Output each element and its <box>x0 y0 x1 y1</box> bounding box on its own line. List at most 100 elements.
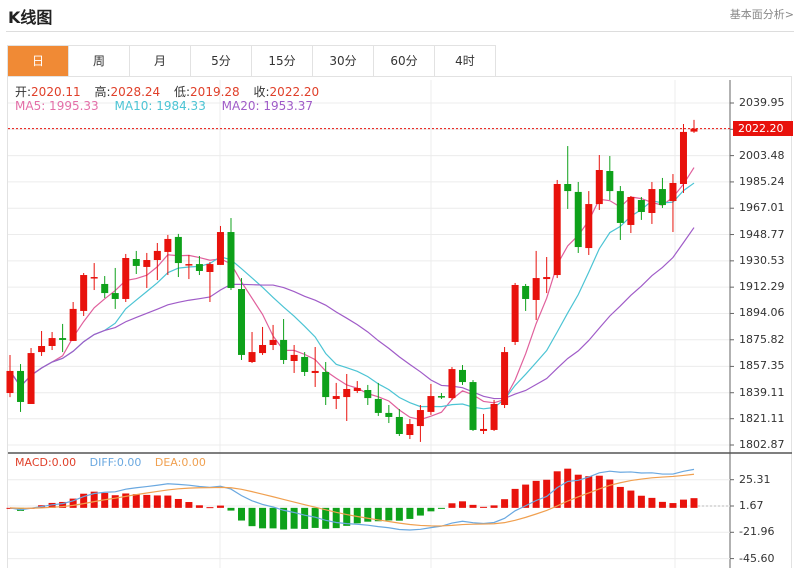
macd-bar <box>238 507 246 521</box>
candle-body <box>69 308 77 341</box>
macd-bar <box>637 495 645 508</box>
candle <box>364 384 372 405</box>
price-axis-label: 1839.11 <box>739 385 785 399</box>
candle-body <box>111 293 119 299</box>
macd-bar <box>164 495 172 508</box>
candle <box>195 255 203 276</box>
candle-body <box>374 398 382 413</box>
macd-axis-label: 1.67 <box>739 499 764 512</box>
candle-body <box>543 277 551 280</box>
candle-body <box>269 339 277 345</box>
candle-body <box>669 182 677 202</box>
candle <box>6 354 14 398</box>
price-axis-label: 1857.35 <box>739 359 785 373</box>
tab-30min[interactable]: 30分 <box>313 46 374 76</box>
macd-bar <box>259 507 267 529</box>
candle <box>490 399 498 431</box>
candle <box>164 234 172 276</box>
candle <box>17 364 25 412</box>
ma-readout: MA5: 1995.33 MA10: 1984.33 MA20: 1953.37 <box>15 99 313 113</box>
fundamental-analysis-link[interactable]: 基本面分析> <box>729 8 794 21</box>
candle <box>122 253 130 302</box>
candle-body <box>280 339 288 360</box>
ma10-value: MA10: 1984.33 <box>114 99 206 113</box>
macd-bar <box>301 507 309 529</box>
candle <box>48 332 56 351</box>
candle <box>343 373 351 422</box>
macd-bar <box>280 507 288 530</box>
price-axis-label: 1985.24 <box>739 174 785 188</box>
macd-bar <box>490 505 498 508</box>
candle <box>679 123 687 193</box>
candle-body <box>490 403 498 430</box>
candle-body <box>564 183 572 192</box>
candle-body <box>153 250 161 261</box>
ohlc-readout: 开:2020.11 高:2028.24 低:2019.28 收:2022.20 <box>15 83 329 100</box>
diff-value: DIFF:0.00 <box>89 456 142 469</box>
ma5-value: MA5: 1995.33 <box>15 99 99 113</box>
candle-body <box>606 171 614 192</box>
candle-body <box>48 338 56 346</box>
price-axis-label: 1912.29 <box>739 280 785 294</box>
candles <box>6 119 698 442</box>
macd-bar <box>90 491 98 508</box>
macd-bar <box>332 507 340 529</box>
tab-week[interactable]: 周 <box>69 46 130 76</box>
macd-bar <box>59 501 67 508</box>
candle <box>353 381 361 394</box>
candle-body <box>143 260 151 267</box>
macd-bar <box>616 486 624 508</box>
candle-body <box>80 275 88 311</box>
candle <box>111 267 119 309</box>
candle-body <box>480 428 488 431</box>
candle-body <box>427 396 435 412</box>
candle <box>227 218 235 291</box>
candle-body <box>469 382 477 430</box>
macd-bar <box>269 507 277 529</box>
candle <box>574 181 582 253</box>
macd-bar <box>522 484 530 508</box>
macd-bar <box>374 507 382 522</box>
macd-bar <box>627 490 635 508</box>
macd-bar <box>469 504 477 508</box>
candle-body <box>343 388 351 398</box>
tab-60min[interactable]: 60分 <box>374 46 435 76</box>
diff-line <box>9 468 695 531</box>
candle-body <box>238 289 246 355</box>
candle <box>38 330 46 356</box>
candle <box>259 326 267 355</box>
candle <box>374 382 382 416</box>
candle <box>290 344 298 373</box>
tab-4hour[interactable]: 4时 <box>435 46 496 76</box>
candle-body <box>595 170 603 205</box>
candle <box>690 119 698 133</box>
price-axis-label: 2003.48 <box>739 148 785 162</box>
candle-body <box>101 283 109 294</box>
divider <box>6 31 794 32</box>
candle-body <box>290 354 298 362</box>
tab-month[interactable]: 月 <box>130 46 191 76</box>
tab-5min[interactable]: 5分 <box>191 46 252 76</box>
macd-bar <box>111 495 119 508</box>
candle <box>216 225 224 265</box>
candle-body <box>395 416 403 434</box>
macd-panel <box>6 468 734 560</box>
macd-bar <box>364 507 372 522</box>
tab-day[interactable]: 日 <box>8 46 69 76</box>
candle-body <box>627 196 635 225</box>
macd-bar <box>227 507 235 511</box>
macd-bar <box>248 507 256 527</box>
candle-body <box>206 264 214 272</box>
candle <box>101 276 109 298</box>
tab-15min[interactable]: 15分 <box>252 46 313 76</box>
current-price-tag: 2022.20 <box>733 121 793 136</box>
macd-bar <box>690 498 698 508</box>
macd-bar <box>143 494 151 508</box>
macd-bar <box>406 507 414 519</box>
candle <box>132 250 140 275</box>
candle-body <box>511 284 519 342</box>
candle-body <box>6 370 14 394</box>
candle <box>301 352 309 377</box>
candle-body <box>437 396 445 398</box>
